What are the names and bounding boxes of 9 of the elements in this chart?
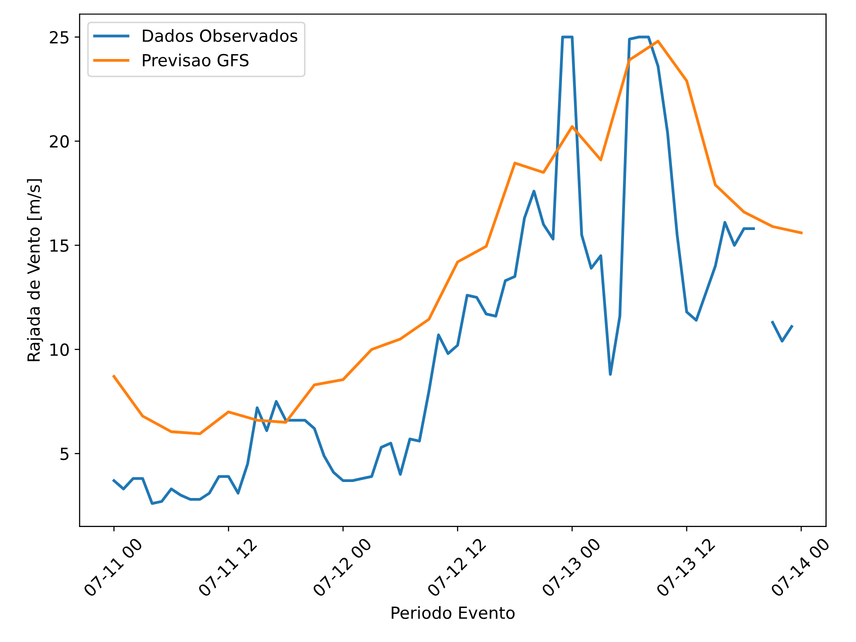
y-tick-label: 5 bbox=[60, 448, 68, 460]
y-tick-label: 10 bbox=[50, 343, 69, 356]
y-tick-label: 15 bbox=[50, 239, 68, 252]
y-tick-label: 25 bbox=[50, 30, 68, 44]
x-axis-title: Periodo Evento bbox=[392, 606, 515, 620]
y-tick-label: 20 bbox=[50, 135, 69, 148]
legend-label: Previsao GFS bbox=[142, 54, 249, 66]
legend-label: Dados Observados bbox=[142, 29, 298, 42]
y-axis-title: Rajada de Vento [m/s] bbox=[26, 179, 44, 362]
